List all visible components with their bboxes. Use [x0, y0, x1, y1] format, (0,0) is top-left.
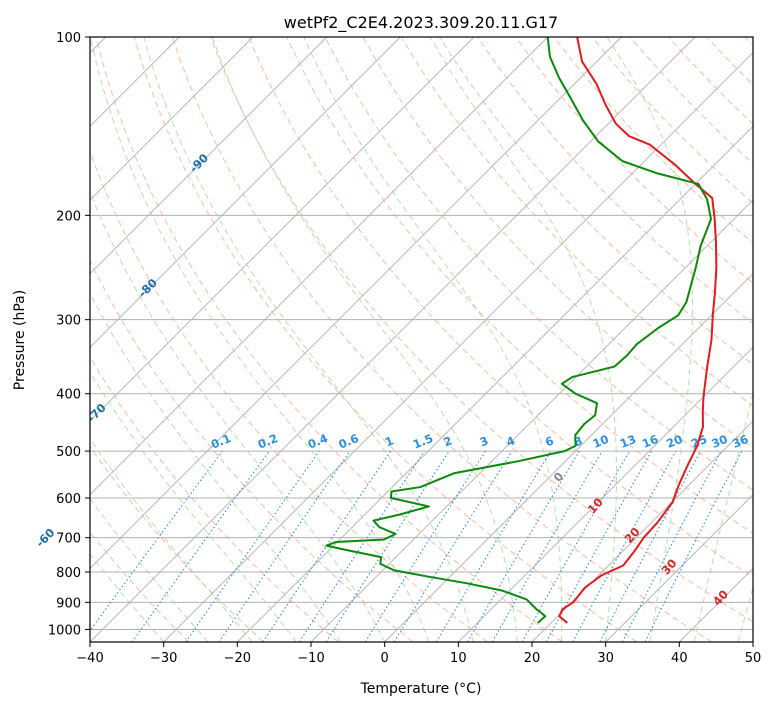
y-tick-label: 800: [56, 566, 81, 581]
x-tick-label: −10: [297, 651, 324, 666]
x-tick-label: 40: [671, 651, 688, 666]
x-tick-label: 30: [597, 651, 614, 666]
x-tick-label: −30: [150, 651, 177, 666]
y-tick-label: 700: [56, 532, 81, 547]
y-tick-label: 900: [56, 596, 81, 611]
x-tick-label: 50: [745, 651, 762, 666]
x-tick-label: 0: [381, 651, 389, 666]
y-axis-label: Pressure (hPa): [12, 290, 28, 390]
y-tick-label: 600: [56, 492, 81, 507]
x-tick-label: −40: [76, 651, 103, 666]
x-tick-label: 10: [450, 651, 467, 666]
y-tick-label: 1000: [48, 623, 81, 638]
x-tick-label: 20: [524, 651, 541, 666]
chart-title: wetPf2_C2E4.2023.309.20.11.G17: [284, 13, 558, 33]
y-tick-label: 300: [56, 314, 81, 329]
x-axis-label: Temperature (°C): [360, 681, 482, 697]
y-tick-label: 500: [56, 445, 81, 460]
x-tick-label: −20: [224, 651, 251, 666]
y-tick-label: 400: [56, 388, 81, 403]
y-tick-label: 100: [56, 31, 81, 46]
y-tick-label: 200: [56, 209, 81, 224]
